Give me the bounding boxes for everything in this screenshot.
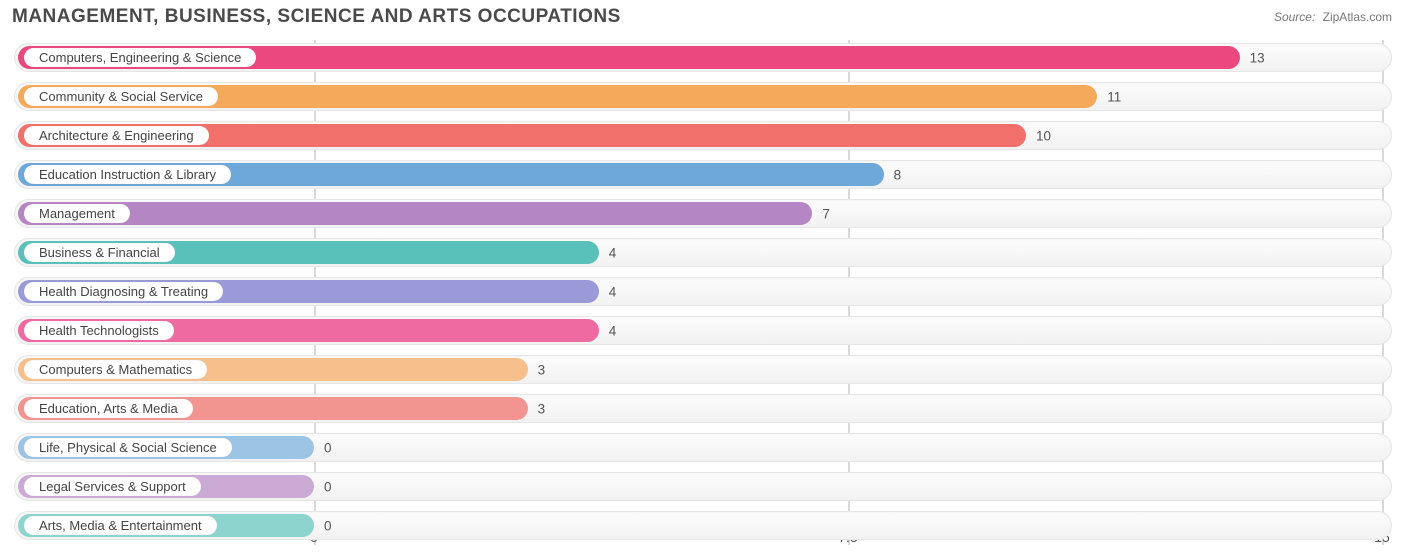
value-label: 4	[609, 245, 617, 260]
category-label: Health Diagnosing & Treating	[24, 282, 223, 301]
bar-row: Health Technologists 4	[14, 313, 1392, 348]
value-label: 0	[324, 518, 332, 533]
value-label: 3	[538, 362, 546, 377]
source-name: ZipAtlas.com	[1323, 10, 1392, 24]
value-label: 4	[609, 323, 617, 338]
category-label: Legal Services & Support	[24, 477, 201, 496]
bar-row: Computers & Mathematics 3	[14, 352, 1392, 387]
value-label: 3	[538, 401, 546, 416]
category-label: Architecture & Engineering	[24, 126, 209, 145]
plot-region: Computers, Engineering & Science 13 Commun…	[14, 40, 1392, 545]
value-label: 7	[822, 206, 830, 221]
bar-row: Arts, Media & Entertainment 0	[14, 508, 1392, 543]
bar-row: Legal Services & Support 0	[14, 469, 1392, 504]
bar-row: Education, Arts & Media 3	[14, 391, 1392, 426]
value-label: 0	[324, 440, 332, 455]
value-label: 0	[324, 479, 332, 494]
category-label: Management	[24, 204, 130, 223]
category-label: Health Technologists	[24, 321, 174, 340]
bar	[18, 202, 812, 225]
bar-row: Education Instruction & Library 8	[14, 157, 1392, 192]
bar-row: Life, Physical & Social Science 0	[14, 430, 1392, 465]
category-label: Education, Arts & Media	[24, 399, 193, 418]
source-label: Source:	[1274, 10, 1315, 24]
chart-title: MANAGEMENT, BUSINESS, SCIENCE AND ARTS O…	[12, 6, 621, 28]
value-label: 4	[609, 284, 617, 299]
bar-row: Architecture & Engineering 10	[14, 118, 1392, 153]
bar-row: Management 7	[14, 196, 1392, 231]
bar-row: Community & Social Service 11	[14, 79, 1392, 114]
value-label: 13	[1250, 50, 1265, 65]
category-label: Life, Physical & Social Science	[24, 438, 232, 457]
value-label: 11	[1107, 89, 1121, 104]
value-label: 8	[894, 167, 902, 182]
category-label: Computers, Engineering & Science	[24, 48, 256, 67]
category-label: Community & Social Service	[24, 87, 218, 106]
category-label: Arts, Media & Entertainment	[24, 516, 217, 535]
category-label: Computers & Mathematics	[24, 360, 207, 379]
category-label: Education Instruction & Library	[24, 165, 231, 184]
bar-row: Business & Financial 4	[14, 235, 1392, 270]
value-label: 10	[1036, 128, 1051, 143]
bar-row: Health Diagnosing & Treating 4	[14, 274, 1392, 309]
category-label: Business & Financial	[24, 243, 175, 262]
chart-area: Computers, Engineering & Science 13 Commun…	[14, 40, 1392, 545]
source-attribution: Source: ZipAtlas.com	[1274, 10, 1392, 24]
bar-row: Computers, Engineering & Science 13	[14, 40, 1392, 75]
